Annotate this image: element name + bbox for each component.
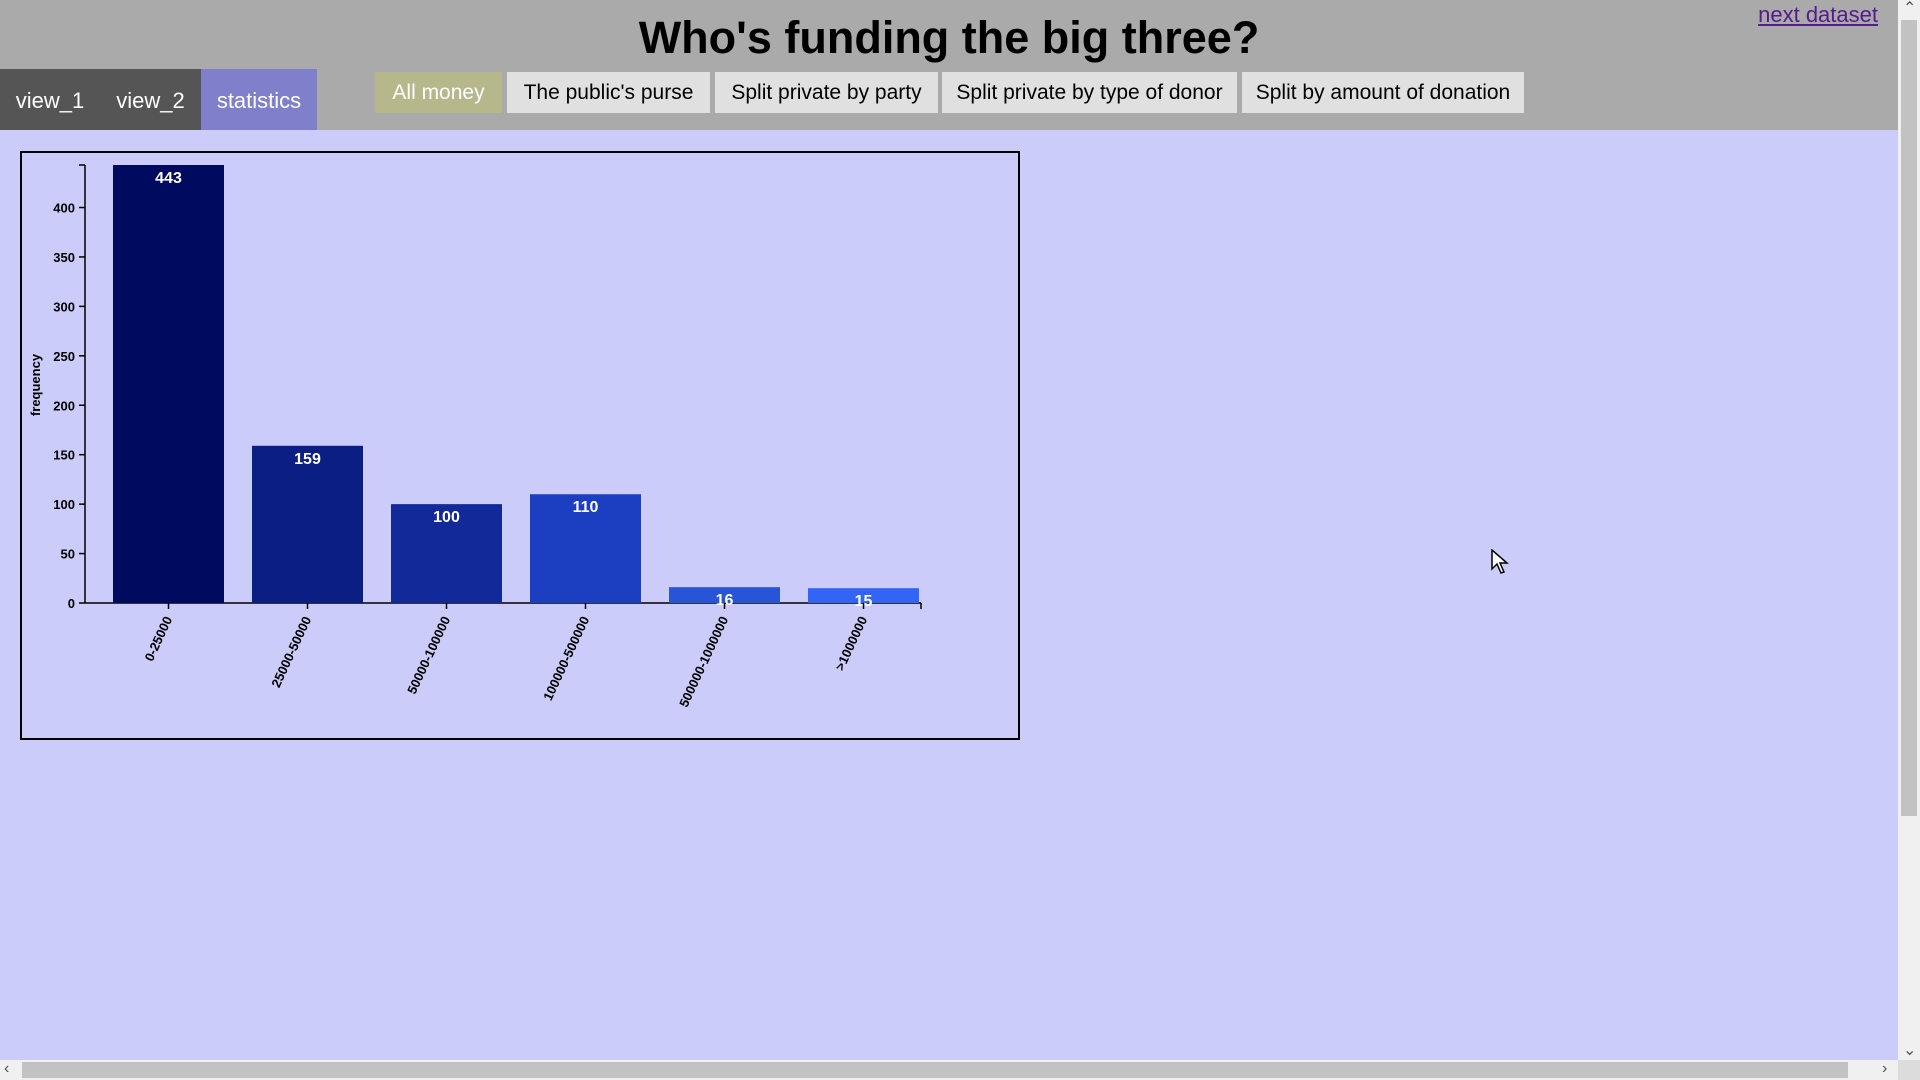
scroll-down-icon[interactable]: ⌄ (1903, 1042, 1917, 1059)
all-money-button[interactable]: All money (375, 72, 502, 113)
split-by-party-button[interactable]: Split private by party (715, 72, 938, 113)
y-tick-label: 350 (53, 250, 75, 265)
bar-value-label: 15 (855, 593, 873, 610)
x-tick-label: 500000-1000000 (676, 614, 731, 709)
x-tick-label: 0-25000 (141, 614, 175, 664)
mouse-cursor-icon (1491, 549, 1510, 574)
horizontal-scrollbar[interactable]: ‹ › (0, 1060, 1898, 1080)
header-bar: Who's funding the big three? next datase… (0, 0, 1898, 130)
split-by-donor-type-button[interactable]: Split private by type of donor (942, 72, 1237, 113)
bar (530, 494, 641, 603)
vertical-scrollbar[interactable]: ⌃ ⌄ (1898, 0, 1920, 1060)
public-purse-button[interactable]: The public's purse (507, 72, 710, 113)
tab-statistics[interactable]: statistics (201, 69, 317, 130)
y-tick-label: 250 (53, 349, 75, 364)
y-tick-label: 50 (61, 547, 75, 562)
y-tick-label: 150 (53, 448, 75, 463)
bar (669, 587, 780, 603)
bar (391, 504, 502, 603)
y-tick-label: 200 (53, 398, 75, 413)
bar-value-label: 159 (294, 451, 321, 468)
bar-value-label: 100 (433, 509, 460, 526)
x-tick-label: >1000000 (832, 614, 870, 673)
scroll-up-icon[interactable]: ⌃ (1903, 0, 1917, 17)
bar (113, 165, 224, 603)
y-tick-label: 300 (53, 299, 75, 314)
vertical-scroll-thumb[interactable] (1901, 20, 1917, 816)
tab-view-1[interactable]: view_1 (0, 69, 100, 130)
bar-value-label: 110 (573, 499, 599, 516)
x-tick-label: 50000-100000 (404, 614, 453, 696)
split-by-amount-button[interactable]: Split by amount of donation (1242, 72, 1524, 113)
bar (808, 588, 919, 603)
y-tick-label: 0 (68, 596, 75, 611)
y-tick-label: 400 (53, 201, 75, 216)
tab-view-2[interactable]: view_2 (100, 69, 201, 130)
chart-panel: 0 50 100 150 200 250 300 350 400 frequency 443 0-25… (20, 151, 1020, 740)
scroll-right-icon[interactable]: › (1882, 1060, 1888, 1077)
y-axis-label: frequency (28, 353, 43, 416)
next-dataset-link[interactable]: next dataset (1758, 2, 1878, 27)
y-tick-label: 100 (53, 497, 75, 512)
scroll-left-icon[interactable]: ‹ (4, 1060, 10, 1077)
scrollbar-corner (1898, 1060, 1920, 1080)
horizontal-scroll-thumb[interactable] (22, 1062, 1848, 1078)
page-title: Who's funding the big three? (638, 12, 1260, 63)
bar-value-label: 16 (716, 592, 734, 609)
x-tick-label: 25000-50000 (268, 614, 314, 690)
bar (252, 445, 363, 603)
x-tick-label: 100000-500000 (540, 614, 592, 703)
bar-chart: 0 50 100 150 200 250 300 350 400 frequency 443 0-25… (28, 164, 922, 709)
bar-value-label: 443 (155, 170, 182, 187)
